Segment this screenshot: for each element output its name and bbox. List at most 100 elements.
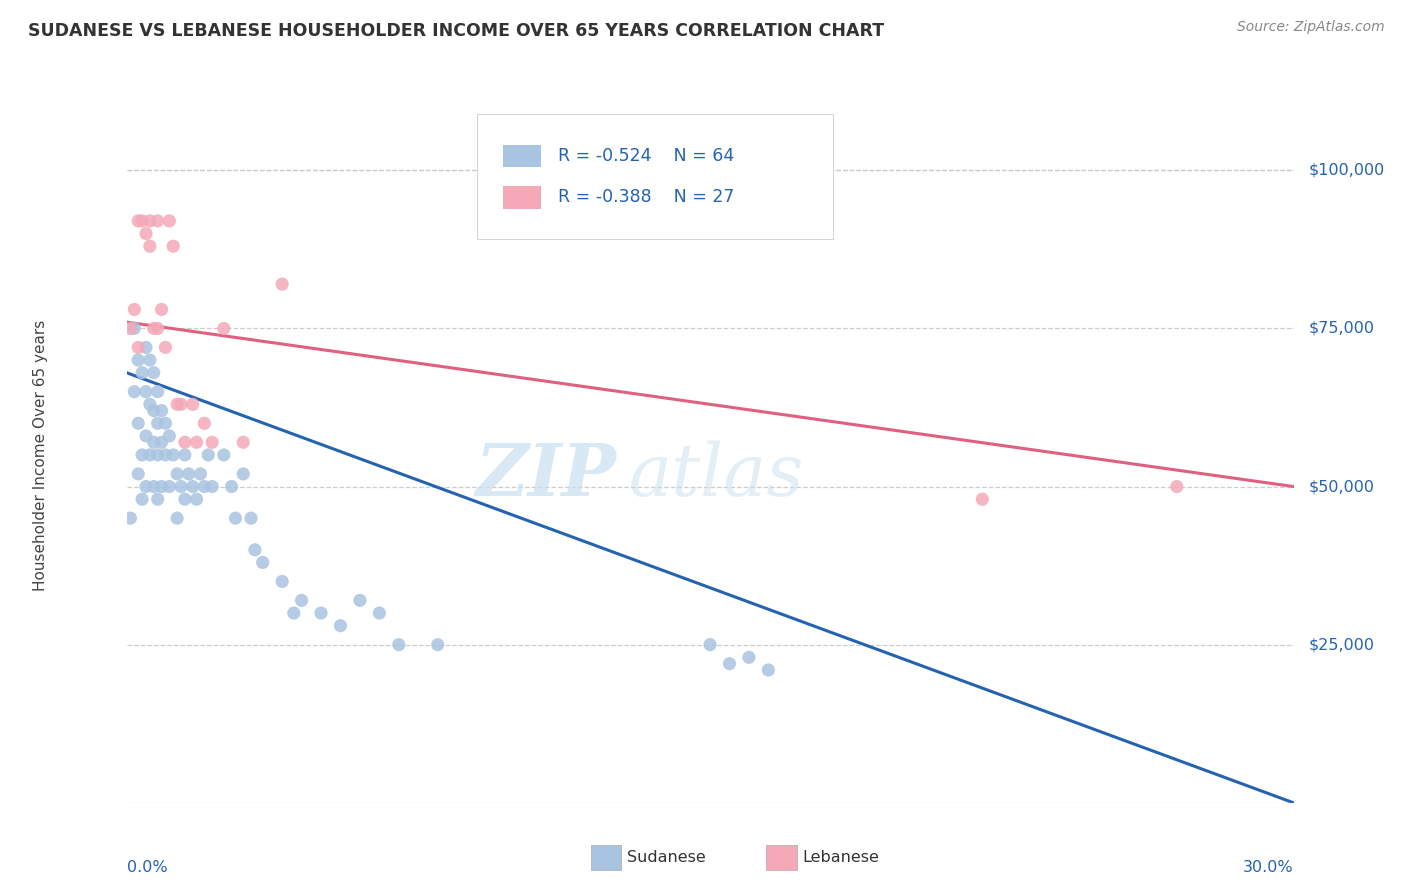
Point <box>150 435 173 450</box>
Point <box>150 479 173 493</box>
Point <box>190 467 212 481</box>
Point <box>146 492 169 507</box>
Point <box>146 214 169 228</box>
Point <box>186 435 208 450</box>
Text: 0.0%: 0.0% <box>127 860 167 875</box>
Point <box>240 511 263 525</box>
Text: atlas: atlas <box>628 441 804 511</box>
Point <box>131 214 153 228</box>
Point <box>131 366 153 380</box>
Point <box>157 429 180 443</box>
Point <box>201 479 224 493</box>
Point <box>142 321 165 335</box>
Point <box>738 650 761 665</box>
Point <box>181 397 204 411</box>
Point <box>124 302 146 317</box>
Point <box>135 227 157 241</box>
Point <box>212 321 235 335</box>
Point <box>139 239 162 253</box>
Point <box>120 321 142 335</box>
Point <box>283 606 305 620</box>
Point <box>127 417 149 431</box>
FancyBboxPatch shape <box>503 145 541 167</box>
Text: R = -0.388    N = 27: R = -0.388 N = 27 <box>558 188 735 206</box>
Point <box>699 638 721 652</box>
Text: ZIP: ZIP <box>475 441 617 511</box>
Point <box>139 353 162 368</box>
Point <box>131 492 153 507</box>
Point <box>177 467 200 481</box>
Point <box>290 593 312 607</box>
Point <box>157 479 180 493</box>
Point <box>142 366 165 380</box>
FancyBboxPatch shape <box>477 114 832 239</box>
Point <box>131 448 153 462</box>
Point <box>252 556 274 570</box>
Point <box>271 574 294 589</box>
Point <box>139 214 162 228</box>
Point <box>1166 479 1188 493</box>
Text: Sudanese: Sudanese <box>627 850 706 864</box>
Point <box>150 403 173 417</box>
Point <box>388 638 411 652</box>
Point <box>120 511 142 525</box>
Text: SUDANESE VS LEBANESE HOUSEHOLDER INCOME OVER 65 YEARS CORRELATION CHART: SUDANESE VS LEBANESE HOUSEHOLDER INCOME … <box>28 22 884 40</box>
Point <box>349 593 371 607</box>
Point <box>166 397 188 411</box>
Text: 30.0%: 30.0% <box>1243 860 1294 875</box>
Point <box>232 467 254 481</box>
Point <box>155 417 177 431</box>
Point <box>174 492 197 507</box>
Point <box>212 448 235 462</box>
Point <box>174 435 197 450</box>
Point <box>186 492 208 507</box>
Point <box>162 448 184 462</box>
Point <box>174 448 197 462</box>
Point <box>135 479 157 493</box>
Text: $75,000: $75,000 <box>1309 321 1375 336</box>
Point <box>127 340 149 354</box>
Point <box>166 467 188 481</box>
Point <box>181 479 204 493</box>
Point <box>309 606 332 620</box>
Text: R = -0.524    N = 64: R = -0.524 N = 64 <box>558 147 734 165</box>
Point <box>368 606 391 620</box>
Point <box>142 403 165 417</box>
Point <box>232 435 254 450</box>
Point <box>157 214 180 228</box>
Point <box>146 384 169 399</box>
Text: $25,000: $25,000 <box>1309 637 1375 652</box>
Point <box>135 384 157 399</box>
Point <box>166 511 188 525</box>
FancyBboxPatch shape <box>503 186 541 209</box>
Text: $50,000: $50,000 <box>1309 479 1375 494</box>
Text: Lebanese: Lebanese <box>803 850 880 864</box>
Point <box>162 239 184 253</box>
Point <box>142 435 165 450</box>
Point <box>146 321 169 335</box>
Point <box>197 448 219 462</box>
Point <box>170 397 193 411</box>
Point <box>329 618 352 632</box>
Point <box>124 321 146 335</box>
Point <box>127 353 149 368</box>
Point <box>426 638 449 652</box>
Point <box>146 448 169 462</box>
Point <box>139 397 162 411</box>
Point <box>155 340 177 354</box>
Point <box>224 511 246 525</box>
Point <box>193 417 215 431</box>
Point <box>127 214 149 228</box>
Point <box>271 277 294 292</box>
Point <box>155 448 177 462</box>
Text: $100,000: $100,000 <box>1309 163 1385 178</box>
Point <box>150 302 173 317</box>
Point <box>127 467 149 481</box>
Point <box>146 417 169 431</box>
Point <box>193 479 215 493</box>
Point <box>756 663 779 677</box>
Point <box>718 657 741 671</box>
Text: Source: ZipAtlas.com: Source: ZipAtlas.com <box>1237 20 1385 34</box>
Point <box>243 542 266 557</box>
Point <box>142 479 165 493</box>
